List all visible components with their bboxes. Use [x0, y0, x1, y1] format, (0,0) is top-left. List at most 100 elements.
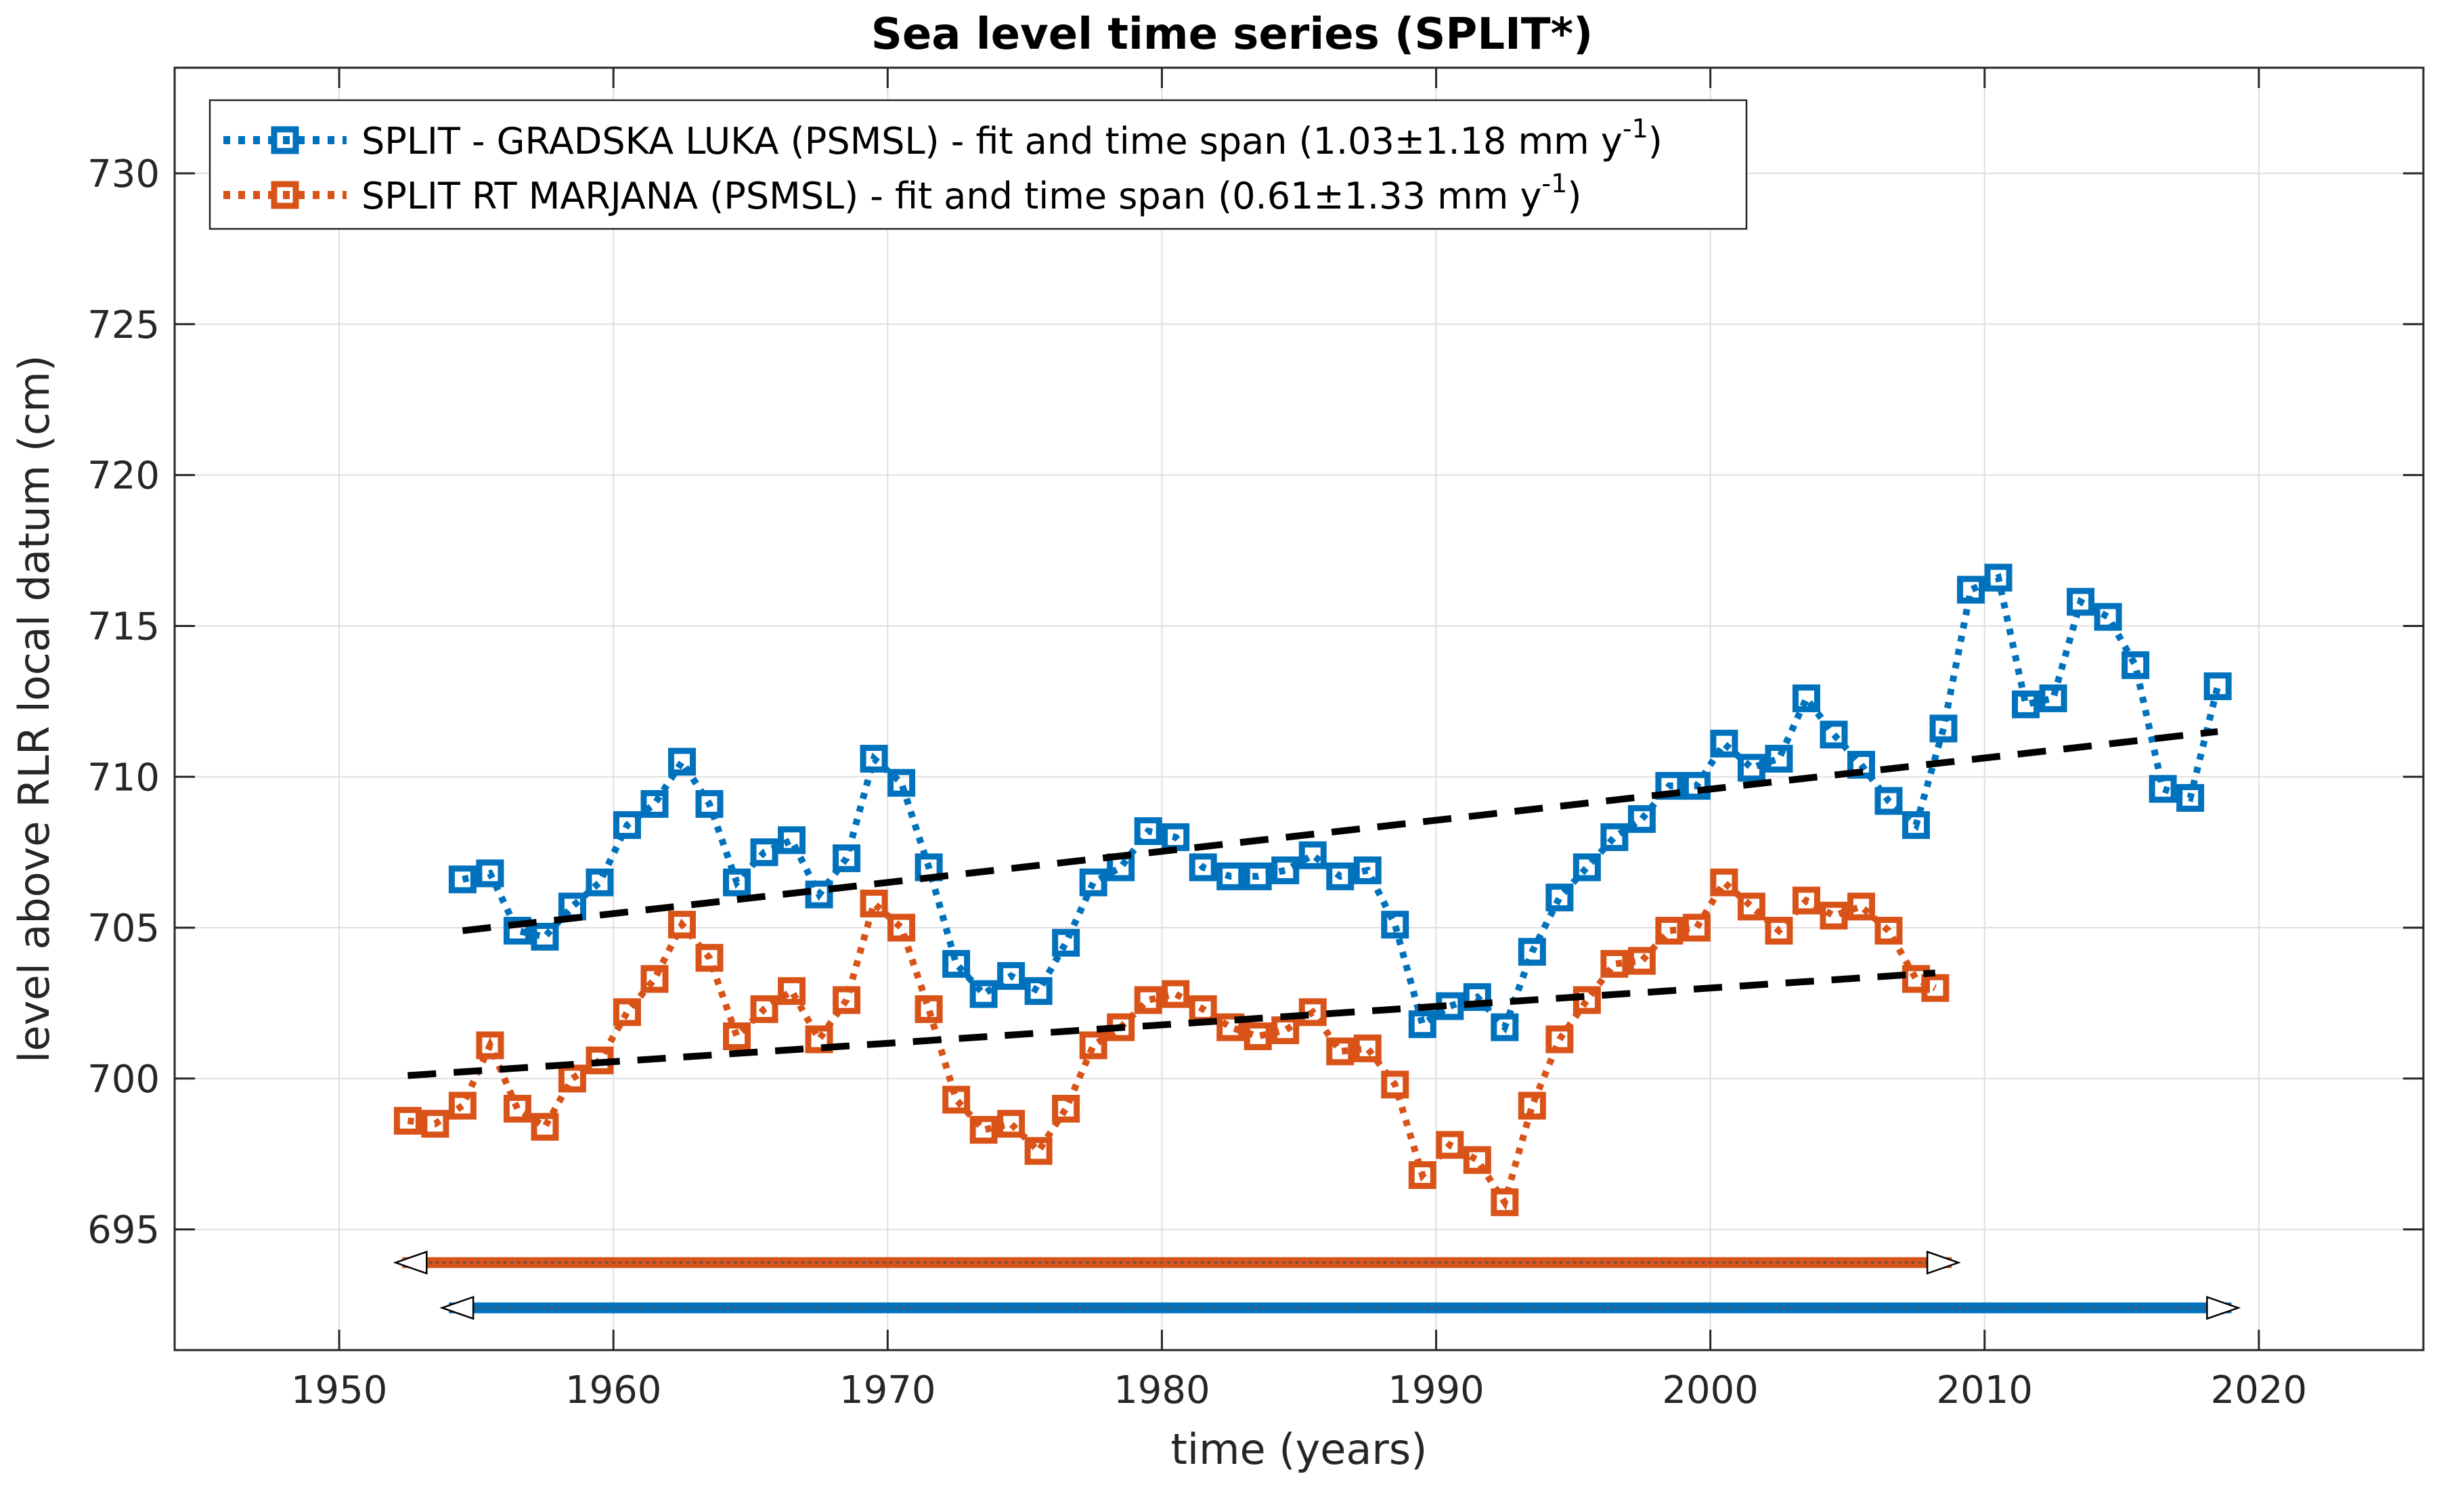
data-point-gradska-luka: [1902, 811, 1931, 840]
data-point-gradska-luka: [2067, 588, 2095, 616]
series-rt-marjana: [393, 868, 1961, 1275]
data-point-gradska-luka: [2012, 690, 2040, 718]
data-point-gradska-luka: [887, 768, 916, 797]
data-point-rt-marjana: [531, 1112, 559, 1141]
data-point-gradska-luka: [1737, 754, 1765, 782]
data-point-rt-marjana: [1408, 1161, 1436, 1190]
x-tick-label: 2020: [2211, 1368, 2308, 1412]
data-point-rt-marjana: [1874, 917, 1903, 945]
data-point-gradska-luka: [2149, 775, 2177, 803]
y-axis-label: level above RLR local datum (cm): [9, 355, 59, 1062]
y-tick-label: 730: [87, 152, 160, 196]
data-point-gradska-luka: [1353, 856, 1382, 884]
series-gradska-luka: [439, 563, 2241, 1320]
x-tick-label: 1980: [1114, 1368, 1210, 1412]
data-point-rt-marjana: [640, 965, 669, 993]
data-point-gradska-luka: [503, 917, 531, 945]
grid-layer: [175, 68, 2423, 1350]
data-point-gradska-luka: [778, 826, 806, 854]
data-point-rt-marjana: [1600, 950, 1629, 978]
data-point-rt-marjana: [1682, 913, 1711, 942]
data-point-rt-marjana: [969, 1116, 998, 1144]
legend-label-rt-marjana-suffix: ): [1567, 175, 1581, 217]
data-point-rt-marjana: [503, 1094, 531, 1123]
data-point-gradska-luka: [2039, 684, 2067, 712]
data-point-gradska-luka: [613, 811, 641, 840]
data-point-gradska-luka: [1189, 853, 1217, 882]
data-point-rt-marjana: [1052, 1094, 1080, 1123]
data-point-gradska-luka: [1682, 772, 1711, 800]
data-point-rt-marjana: [1326, 1037, 1355, 1066]
x-tick-label: 2010: [1937, 1368, 2033, 1412]
legend-label-rt-marjana: SPLIT RT MARJANA (PSMSL) - fit and time …: [361, 169, 1581, 217]
data-point-rt-marjana: [1627, 947, 1656, 975]
data-point-gradska-luka: [1518, 938, 1546, 966]
data-point-gradska-luka: [723, 868, 751, 896]
legend-label-gradska-luka-suffix: ): [1648, 120, 1663, 162]
data-point-gradska-luka: [1079, 868, 1107, 896]
legend-label-gradska-luka: SPLIT - GRADSKA LUKA (PSMSL) - fit and t…: [361, 114, 1663, 162]
data-point-rt-marjana: [942, 1085, 971, 1114]
data-point-rt-marjana: [1381, 1070, 1409, 1099]
data-point-rt-marjana: [1079, 1031, 1107, 1060]
data-point-rt-marjana: [695, 944, 724, 972]
data-point-rt-marjana: [1024, 1137, 1053, 1165]
data-point-gradska-luka: [1381, 911, 1409, 939]
data-point-rt-marjana: [476, 1031, 504, 1060]
data-point-gradska-luka: [1326, 862, 1355, 890]
data-point-gradska-luka: [1957, 576, 1985, 604]
x-tick-label: 1970: [839, 1368, 936, 1412]
legend-label-rt-marjana-mid: 1.33 mm y: [1344, 175, 1542, 217]
legend-marker-rt-marjana: [271, 181, 299, 209]
y-tick-label: 715: [87, 605, 160, 649]
legend-label-gradska-luka-mid: 1.18 mm y: [1425, 120, 1623, 162]
data-point-rt-marjana: [667, 911, 696, 939]
data-point-rt-marjana: [1491, 1188, 1519, 1217]
x-tick-label: 1960: [565, 1368, 662, 1412]
series-layer: [393, 563, 2241, 1320]
fit-line-rt-marjana: [408, 969, 1936, 1079]
data-point-gradska-luka: [586, 868, 614, 896]
data-point-rt-marjana: [1162, 980, 1190, 1008]
data-point-gradska-luka: [750, 838, 778, 867]
data-point-rt-marjana: [833, 986, 861, 1014]
data-point-gradska-luka: [2203, 672, 2232, 701]
time-span-arrow-end-rt-marjana: [1926, 1251, 1961, 1275]
legend-label-gradska-luka-pm: ±: [1394, 120, 1425, 162]
legend-label-rt-marjana-prefix: SPLIT RT MARJANA (PSMSL) - fit and time …: [361, 175, 1313, 217]
time-span-arrow-start-rt-marjana: [393, 1251, 428, 1275]
time-span-arrow-end-gradska-luka: [2206, 1295, 2241, 1320]
data-point-rt-marjana: [1737, 892, 1765, 921]
data-point-gradska-luka: [969, 980, 998, 1008]
y-tick-label: 720: [87, 454, 160, 498]
data-point-rt-marjana: [1921, 974, 1950, 1002]
data-point-gradska-luka: [2176, 783, 2205, 812]
data-point-rt-marjana: [1847, 892, 1875, 921]
data-point-rt-marjana: [860, 889, 888, 917]
data-point-rt-marjana: [1545, 1025, 1574, 1054]
data-point-gradska-luka: [1024, 977, 1053, 1005]
data-point-gradska-luka: [476, 859, 504, 888]
data-point-gradska-luka: [1052, 928, 1080, 957]
data-point-gradska-luka: [1244, 862, 1272, 890]
chart-title: Sea level time series (SPLIT*): [871, 9, 1593, 60]
data-point-gradska-luka: [1710, 729, 1738, 758]
data-point-gradska-luka: [531, 922, 559, 951]
data-point-gradska-luka: [1820, 720, 1848, 749]
data-point-gradska-luka: [997, 961, 1026, 990]
data-point-gradska-luka: [1491, 1013, 1519, 1041]
data-point-rt-marjana: [1518, 1091, 1546, 1120]
data-point-gradska-luka: [1408, 1010, 1436, 1039]
data-point-gradska-luka: [860, 745, 888, 773]
data-point-gradska-luka: [1271, 856, 1300, 884]
data-point-gradska-luka: [833, 844, 861, 873]
data-point-rt-marjana: [1134, 986, 1162, 1014]
time-span-arrow-start-gradska-luka: [439, 1295, 475, 1320]
data-point-gradska-luka: [1627, 805, 1656, 833]
data-point-rt-marjana: [421, 1110, 449, 1138]
data-point-rt-marjana: [1463, 1146, 1491, 1174]
data-point-rt-marjana: [1820, 901, 1848, 930]
data-point-gradska-luka: [942, 950, 971, 978]
legend-label-rt-marjana-sup: -1: [1541, 169, 1567, 198]
